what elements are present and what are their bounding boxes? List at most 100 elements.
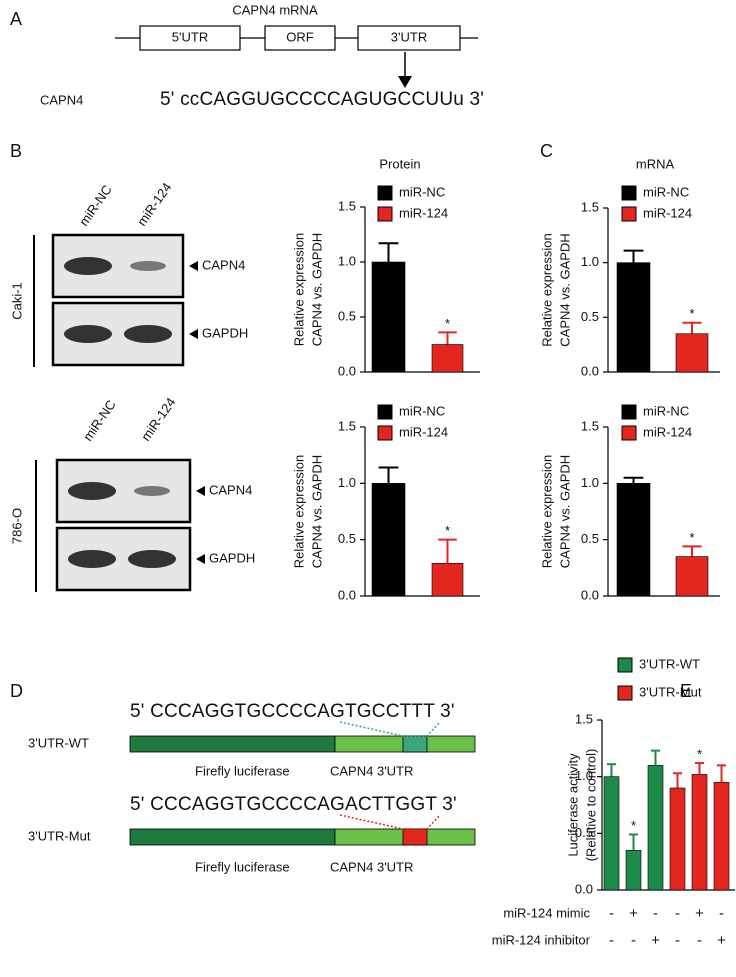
y-tick-label: 1.5 — [581, 199, 599, 214]
bar — [603, 776, 620, 891]
legend-swatch — [377, 404, 393, 420]
chart-title: Protein — [379, 156, 420, 171]
y-tick-label: 0.0 — [581, 587, 599, 602]
panel-label: A — [10, 9, 22, 29]
band — [68, 550, 116, 568]
y-tick-label: 0.5 — [581, 309, 599, 324]
legend-swatch — [377, 425, 393, 441]
legend-label: 3'UTR-Mut — [639, 684, 702, 699]
legend-label: miR-124 — [643, 205, 692, 220]
significance-label: * — [697, 747, 702, 762]
legend-swatch — [617, 685, 633, 701]
y-tick-label: 0.0 — [338, 363, 356, 378]
treatment-sign: - — [719, 905, 724, 922]
cell-line-label: 786-O — [9, 508, 24, 544]
segment-label: Firefly luciferase — [195, 859, 290, 874]
segment-label: CAPN4 3'UTR — [330, 859, 413, 874]
y-tick-label: 0.5 — [581, 531, 599, 546]
y-tick-label: 1.5 — [338, 198, 356, 213]
band — [64, 257, 112, 275]
segment-label: CAPN4 3'UTR — [330, 763, 413, 778]
treatment-sign: + — [695, 905, 704, 922]
lane-label: miR-124 — [138, 395, 178, 444]
y-tick-label: 1.0 — [575, 768, 593, 783]
chart-title: mRNA — [636, 156, 675, 171]
panel-label: B — [10, 141, 22, 161]
treatment-sign: - — [697, 932, 702, 949]
luciferase-segment — [129, 735, 336, 753]
y-axis-label: CAPN4 vs. GAPDH — [309, 233, 324, 346]
y-tick-label: 1.0 — [581, 475, 599, 490]
bar — [713, 782, 730, 891]
y-tick-label: 1.0 — [338, 253, 356, 268]
treatment-label: miR-124 inhibitor — [492, 932, 591, 947]
y-tick-label: 1.0 — [581, 254, 599, 269]
lane-label: miR-124 — [134, 180, 174, 229]
treatment-sign: + — [629, 905, 638, 922]
y-tick-label: 1.5 — [575, 711, 593, 726]
panel-label: E — [680, 681, 692, 701]
legend-swatch — [377, 185, 393, 201]
panel-label: C — [540, 141, 553, 161]
bar — [371, 483, 406, 597]
mrna-region — [357, 25, 461, 51]
treatment-sign: - — [675, 905, 680, 922]
legend-swatch — [621, 425, 637, 441]
y-axis-label: Relative expression — [291, 233, 306, 346]
y-tick-label: 0.5 — [338, 531, 356, 546]
mrna-region — [264, 25, 336, 51]
treatment-sign: - — [609, 932, 614, 949]
bar — [625, 850, 642, 891]
y-tick-label: 0.0 — [338, 587, 356, 602]
legend-swatch — [621, 185, 637, 201]
site-box — [402, 828, 428, 846]
band-label: CAPN4 — [209, 482, 252, 497]
y-tick-label: 0.0 — [575, 881, 593, 896]
legend-label: miR-NC — [399, 403, 445, 418]
bar — [647, 765, 664, 891]
y-axis-label: (Relative to control) — [583, 749, 598, 862]
lane-label: miR-NC — [80, 397, 119, 443]
bar — [675, 556, 709, 597]
treatment-sign: - — [653, 905, 658, 922]
y-axis-label: CAPN4 vs. GAPDH — [309, 455, 324, 568]
y-axis-label: CAPN4 vs. GAPDH — [557, 233, 572, 346]
y-axis-label: Luciferase activity — [565, 753, 580, 857]
y-tick-label: 1.5 — [338, 418, 356, 433]
y-axis-label: Relative expression — [539, 455, 554, 568]
bar — [431, 344, 464, 373]
band — [128, 550, 176, 568]
significance-label: * — [689, 306, 694, 321]
band — [134, 486, 170, 496]
arrow-head — [398, 76, 412, 88]
mrna-region-label: 3'UTR — [391, 29, 427, 44]
luciferase-segment — [129, 828, 336, 846]
band — [124, 325, 172, 343]
legend-label: miR-124 — [399, 424, 448, 439]
treatment-sign: - — [609, 905, 614, 922]
legend-label: miR-NC — [643, 184, 689, 199]
lane-label: miR-NC — [76, 182, 115, 228]
significance-label: * — [445, 523, 450, 538]
construct-sequence: 5' CCCAGGTGCCCCAGTGCCTTT 3' — [130, 701, 455, 722]
band — [68, 482, 116, 500]
band-label: GAPDH — [209, 550, 255, 565]
sequence: 5' ccCAGGUGCCCCAGUGCCUUu 3' — [160, 89, 484, 110]
significance-label: * — [689, 530, 694, 545]
treatment-sign: + — [717, 932, 726, 949]
bar — [431, 563, 464, 597]
site-guide — [339, 814, 441, 830]
treatment-sign: - — [675, 932, 680, 949]
y-axis-label: Relative expression — [539, 233, 554, 346]
mrna-region-label: ORF — [286, 29, 314, 44]
band-arrow — [196, 486, 205, 496]
band — [64, 325, 112, 343]
legend-label: 3'UTR-WT — [639, 656, 700, 671]
construct-name: 3'UTR-WT — [28, 735, 89, 750]
bar — [691, 774, 708, 891]
bar — [371, 261, 406, 373]
legend-label: miR-124 — [643, 424, 692, 439]
mrna-title: CAPN4 mRNA — [232, 2, 318, 17]
band-label: GAPDH — [202, 325, 248, 340]
y-axis-label: Relative expression — [291, 455, 306, 568]
